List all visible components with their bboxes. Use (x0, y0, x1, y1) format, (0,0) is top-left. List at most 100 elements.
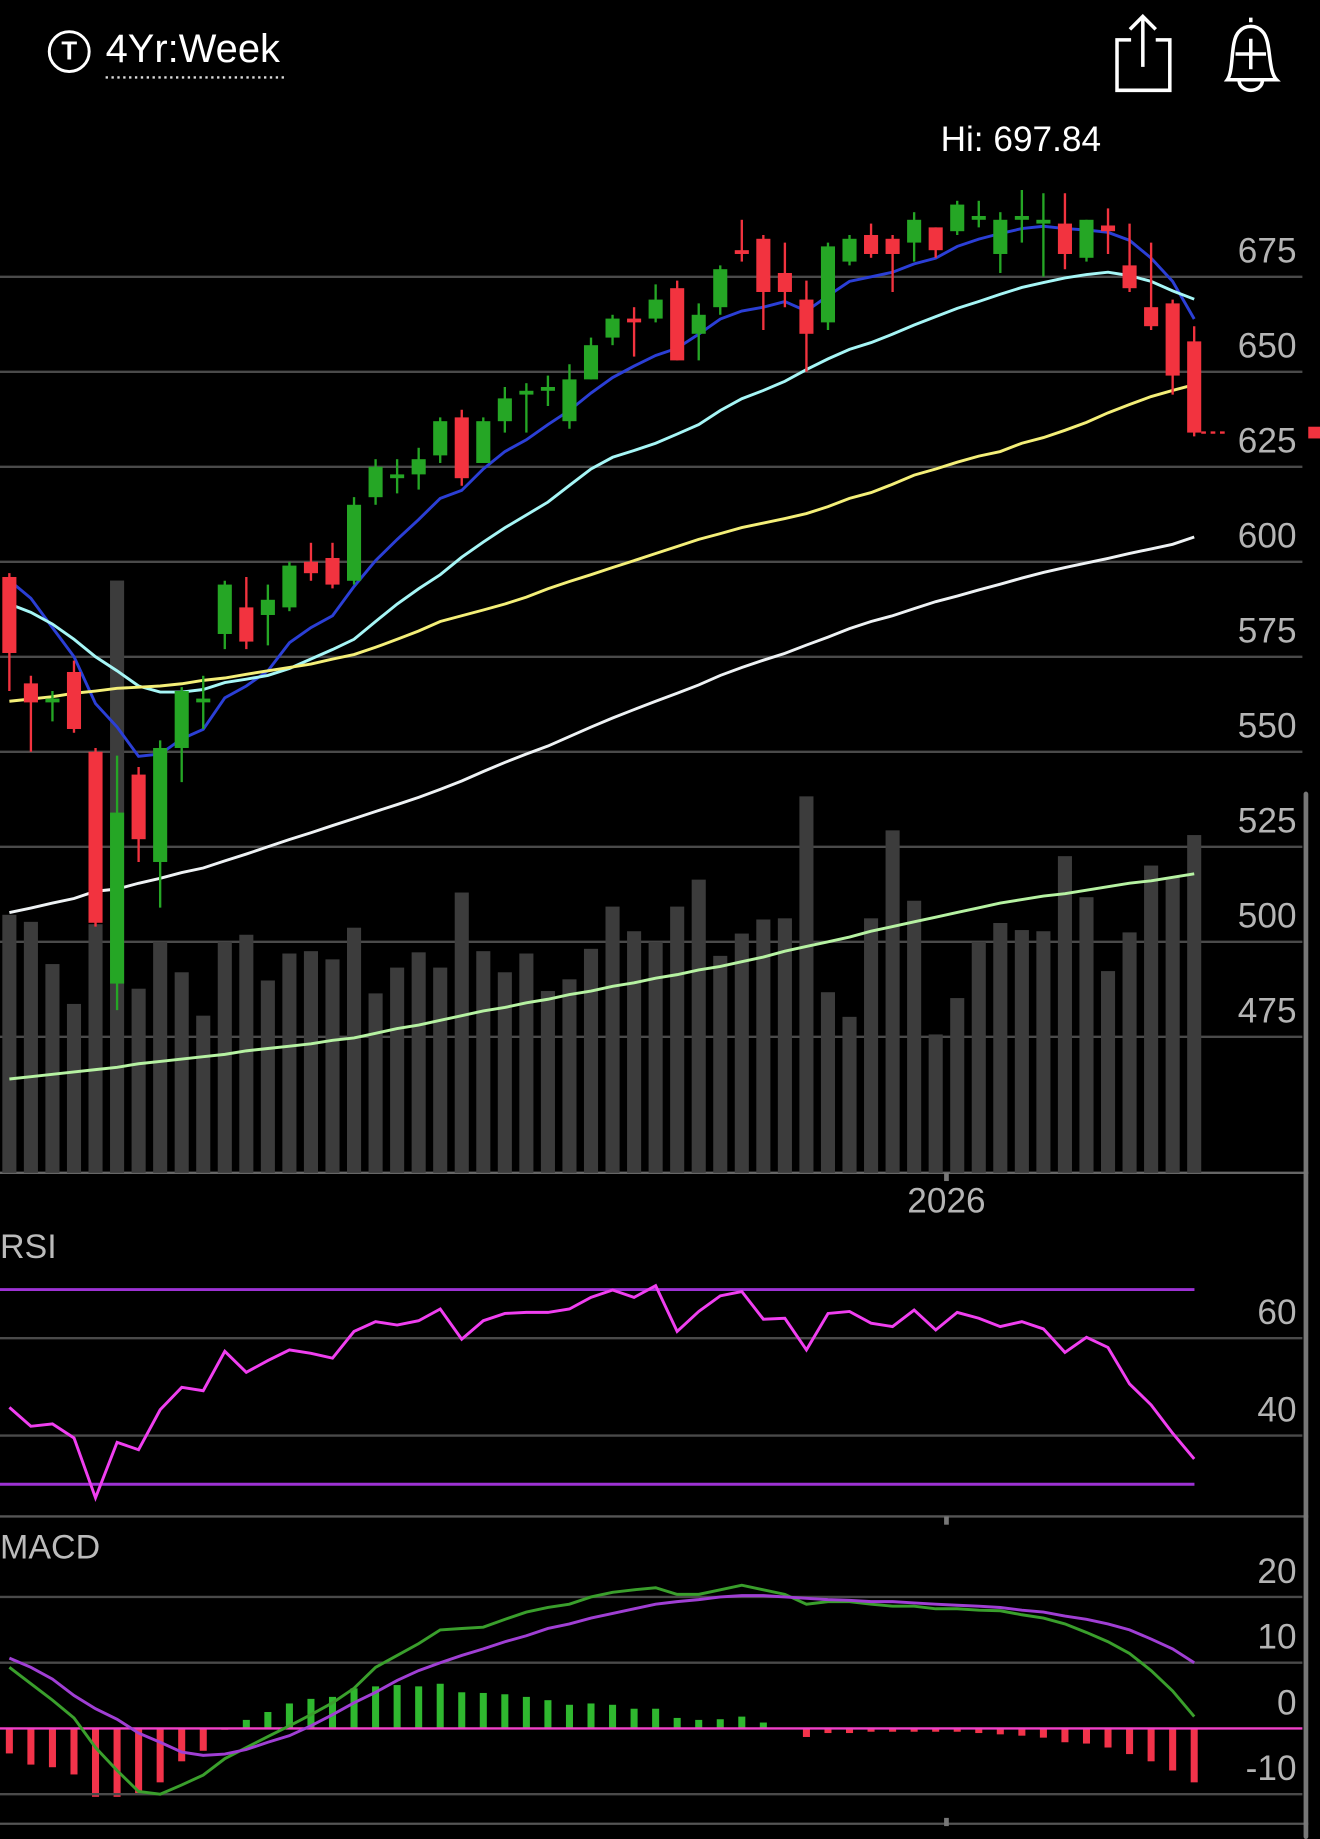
range-selector[interactable]: 4Yr:Week (106, 27, 280, 71)
volume-bar (66, 1003, 82, 1173)
volume-bar (131, 988, 146, 1173)
histogram-bar (1082, 1728, 1091, 1744)
candle-body (153, 747, 168, 862)
y-tick-label: 575 (1238, 612, 1297, 651)
candle-body (45, 698, 60, 703)
volume-bar (1144, 865, 1159, 1173)
volume-bar (713, 955, 728, 1173)
histogram-bar (673, 1717, 681, 1729)
histogram-bar (544, 1700, 552, 1729)
histogram-bar (1147, 1728, 1155, 1762)
volume-bar (820, 992, 836, 1173)
histogram-bar (458, 1692, 466, 1729)
histogram-bar (630, 1708, 638, 1729)
share-arrow (1128, 13, 1157, 67)
volume-bar (627, 931, 642, 1173)
share-button[interactable] (1115, 13, 1172, 93)
bell-icon (1223, 17, 1281, 93)
histogram-bar (372, 1686, 380, 1729)
volume-bar (1122, 932, 1137, 1173)
candle-body (2, 576, 17, 653)
volume-bar (756, 919, 771, 1173)
bell-plus (1235, 38, 1267, 70)
volume-bar (260, 980, 275, 1173)
volume-bar (88, 924, 103, 1173)
volume-bar (347, 927, 362, 1173)
histogram-bar (5, 1728, 13, 1754)
histogram-bar (802, 1728, 810, 1737)
candle-body (260, 599, 275, 615)
volume-bar (368, 993, 383, 1173)
share-box (1115, 38, 1172, 93)
histogram-bar (1104, 1728, 1112, 1748)
candle-body (1036, 219, 1051, 224)
volume-bar (605, 906, 620, 1173)
volume-bar (217, 941, 232, 1173)
histogram-bar (178, 1728, 186, 1762)
candle-body (583, 345, 599, 380)
volume-bar (670, 906, 685, 1173)
histogram-bar (113, 1728, 121, 1797)
histogram-bar (1061, 1728, 1069, 1743)
candle-body (1187, 341, 1202, 433)
volume-bar (777, 918, 792, 1173)
candle-body (23, 683, 38, 703)
volume-bar (2, 914, 17, 1173)
volume-bar (691, 879, 706, 1173)
candle-body (670, 288, 685, 361)
candle-body (433, 421, 448, 456)
candle-body (325, 557, 340, 585)
y-tick-label: 0 (1277, 1683, 1297, 1722)
volume-bar (1014, 930, 1029, 1173)
candle-body (799, 299, 814, 334)
histogram-bar (652, 1708, 660, 1729)
scrollbar[interactable] (1303, 791, 1309, 1839)
histogram-bar (738, 1716, 746, 1729)
volume-bar (497, 972, 512, 1173)
histogram-bar (199, 1728, 207, 1751)
histogram-bar (716, 1719, 724, 1729)
alert-button[interactable] (1223, 17, 1281, 93)
candle-body (691, 314, 706, 334)
symbol-icon[interactable] (47, 30, 91, 74)
histogram-bar (1169, 1728, 1177, 1771)
candle-body (131, 774, 146, 840)
macd-line (8, 1583, 1196, 1796)
moving-average-line (9, 383, 1195, 703)
candle-body (885, 238, 900, 254)
volume-bar (864, 918, 879, 1173)
histogram-bar (479, 1692, 487, 1729)
histogram-bar (824, 1728, 832, 1734)
volume-bar (1036, 931, 1051, 1173)
y-tick-label: 675 (1238, 232, 1297, 271)
histogram-bar (953, 1728, 961, 1732)
histogram-bar (135, 1728, 143, 1795)
volume-bar (885, 830, 900, 1173)
candle-body (347, 504, 362, 581)
candle-body (454, 417, 469, 479)
y-tick-label: 60 (1257, 1293, 1296, 1332)
candle-body (734, 250, 749, 254)
volume-average-line (9, 872, 1195, 1081)
candle-body (390, 474, 405, 479)
candle-body (519, 390, 534, 395)
volume-bar (562, 979, 577, 1173)
histogram-bar (1018, 1728, 1026, 1736)
candle-body (1165, 303, 1180, 376)
y-tick-label: 10 (1257, 1618, 1296, 1657)
y-tick-label: 525 (1238, 802, 1297, 841)
histogram-bar (328, 1696, 337, 1729)
y-tick-label: -10 (1246, 1749, 1297, 1788)
volume-bar (799, 796, 814, 1173)
volume-bar (583, 948, 599, 1173)
y-tick-label: 550 (1238, 707, 1297, 746)
candle-body (476, 421, 491, 463)
volume-bar (1100, 971, 1116, 1173)
volume-bar (325, 959, 340, 1173)
volume-bar (648, 941, 663, 1173)
volume-bar (519, 953, 534, 1173)
candle-body (777, 272, 792, 292)
candle-body (1057, 223, 1072, 254)
